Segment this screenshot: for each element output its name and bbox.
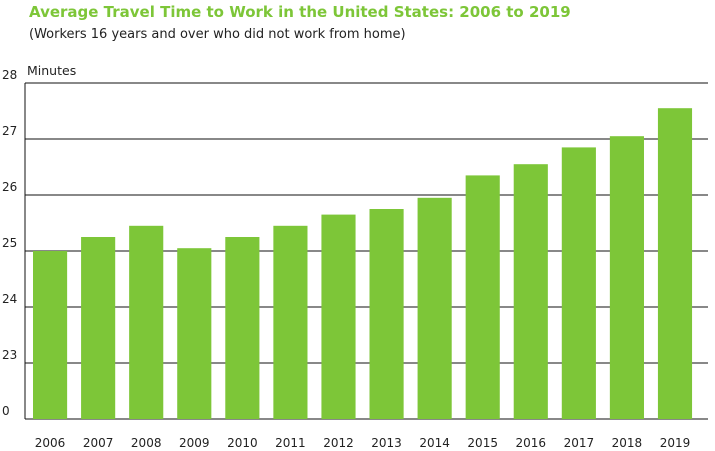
x-tick-label: 2016 [516,436,547,450]
bar-2007 [81,237,116,419]
bar-2017 [561,147,596,419]
x-tick-label: 2015 [467,436,498,450]
bar-2018 [609,136,644,419]
x-tick-label: 2017 [564,436,595,450]
chart-subtitle: (Workers 16 years and over who did not w… [29,27,406,42]
x-tick-label: 2010 [227,436,258,450]
bar-2014 [417,197,452,419]
x-tick-label: 2008 [131,436,162,450]
y-tick-label: 25 [2,236,17,250]
x-tick-label: 2012 [323,436,354,450]
x-tick-label: 2019 [660,436,691,450]
x-tick-label: 2013 [371,436,402,450]
y-tick-label: 24 [2,292,17,306]
y-axis-label: Minutes [27,63,76,78]
bar-2009 [177,248,212,419]
x-tick-label: 2014 [419,436,450,450]
bar-2012 [321,214,356,419]
x-tick-label: 2007 [83,436,114,450]
y-tick-label: 27 [2,124,17,138]
x-tick-label: 2009 [179,436,210,450]
bar-2010 [225,237,260,419]
y-tick-label: 0 [2,404,10,418]
bar-2015 [465,175,500,419]
bar-2008 [129,225,164,419]
y-tick-label: 28 [2,68,17,82]
x-tick-label: 2018 [612,436,643,450]
bar-2011 [273,225,308,419]
bar-2019 [657,108,693,419]
y-tick-label: 26 [2,180,17,194]
chart-title: Average Travel Time to Work in the Unite… [29,3,571,21]
x-tick-label: 2011 [275,436,306,450]
bar-2016 [513,164,548,419]
bar-2006 [33,251,68,419]
y-tick-label: 23 [2,348,17,362]
bar-2013 [369,209,404,419]
x-tick-label: 2006 [35,436,66,450]
